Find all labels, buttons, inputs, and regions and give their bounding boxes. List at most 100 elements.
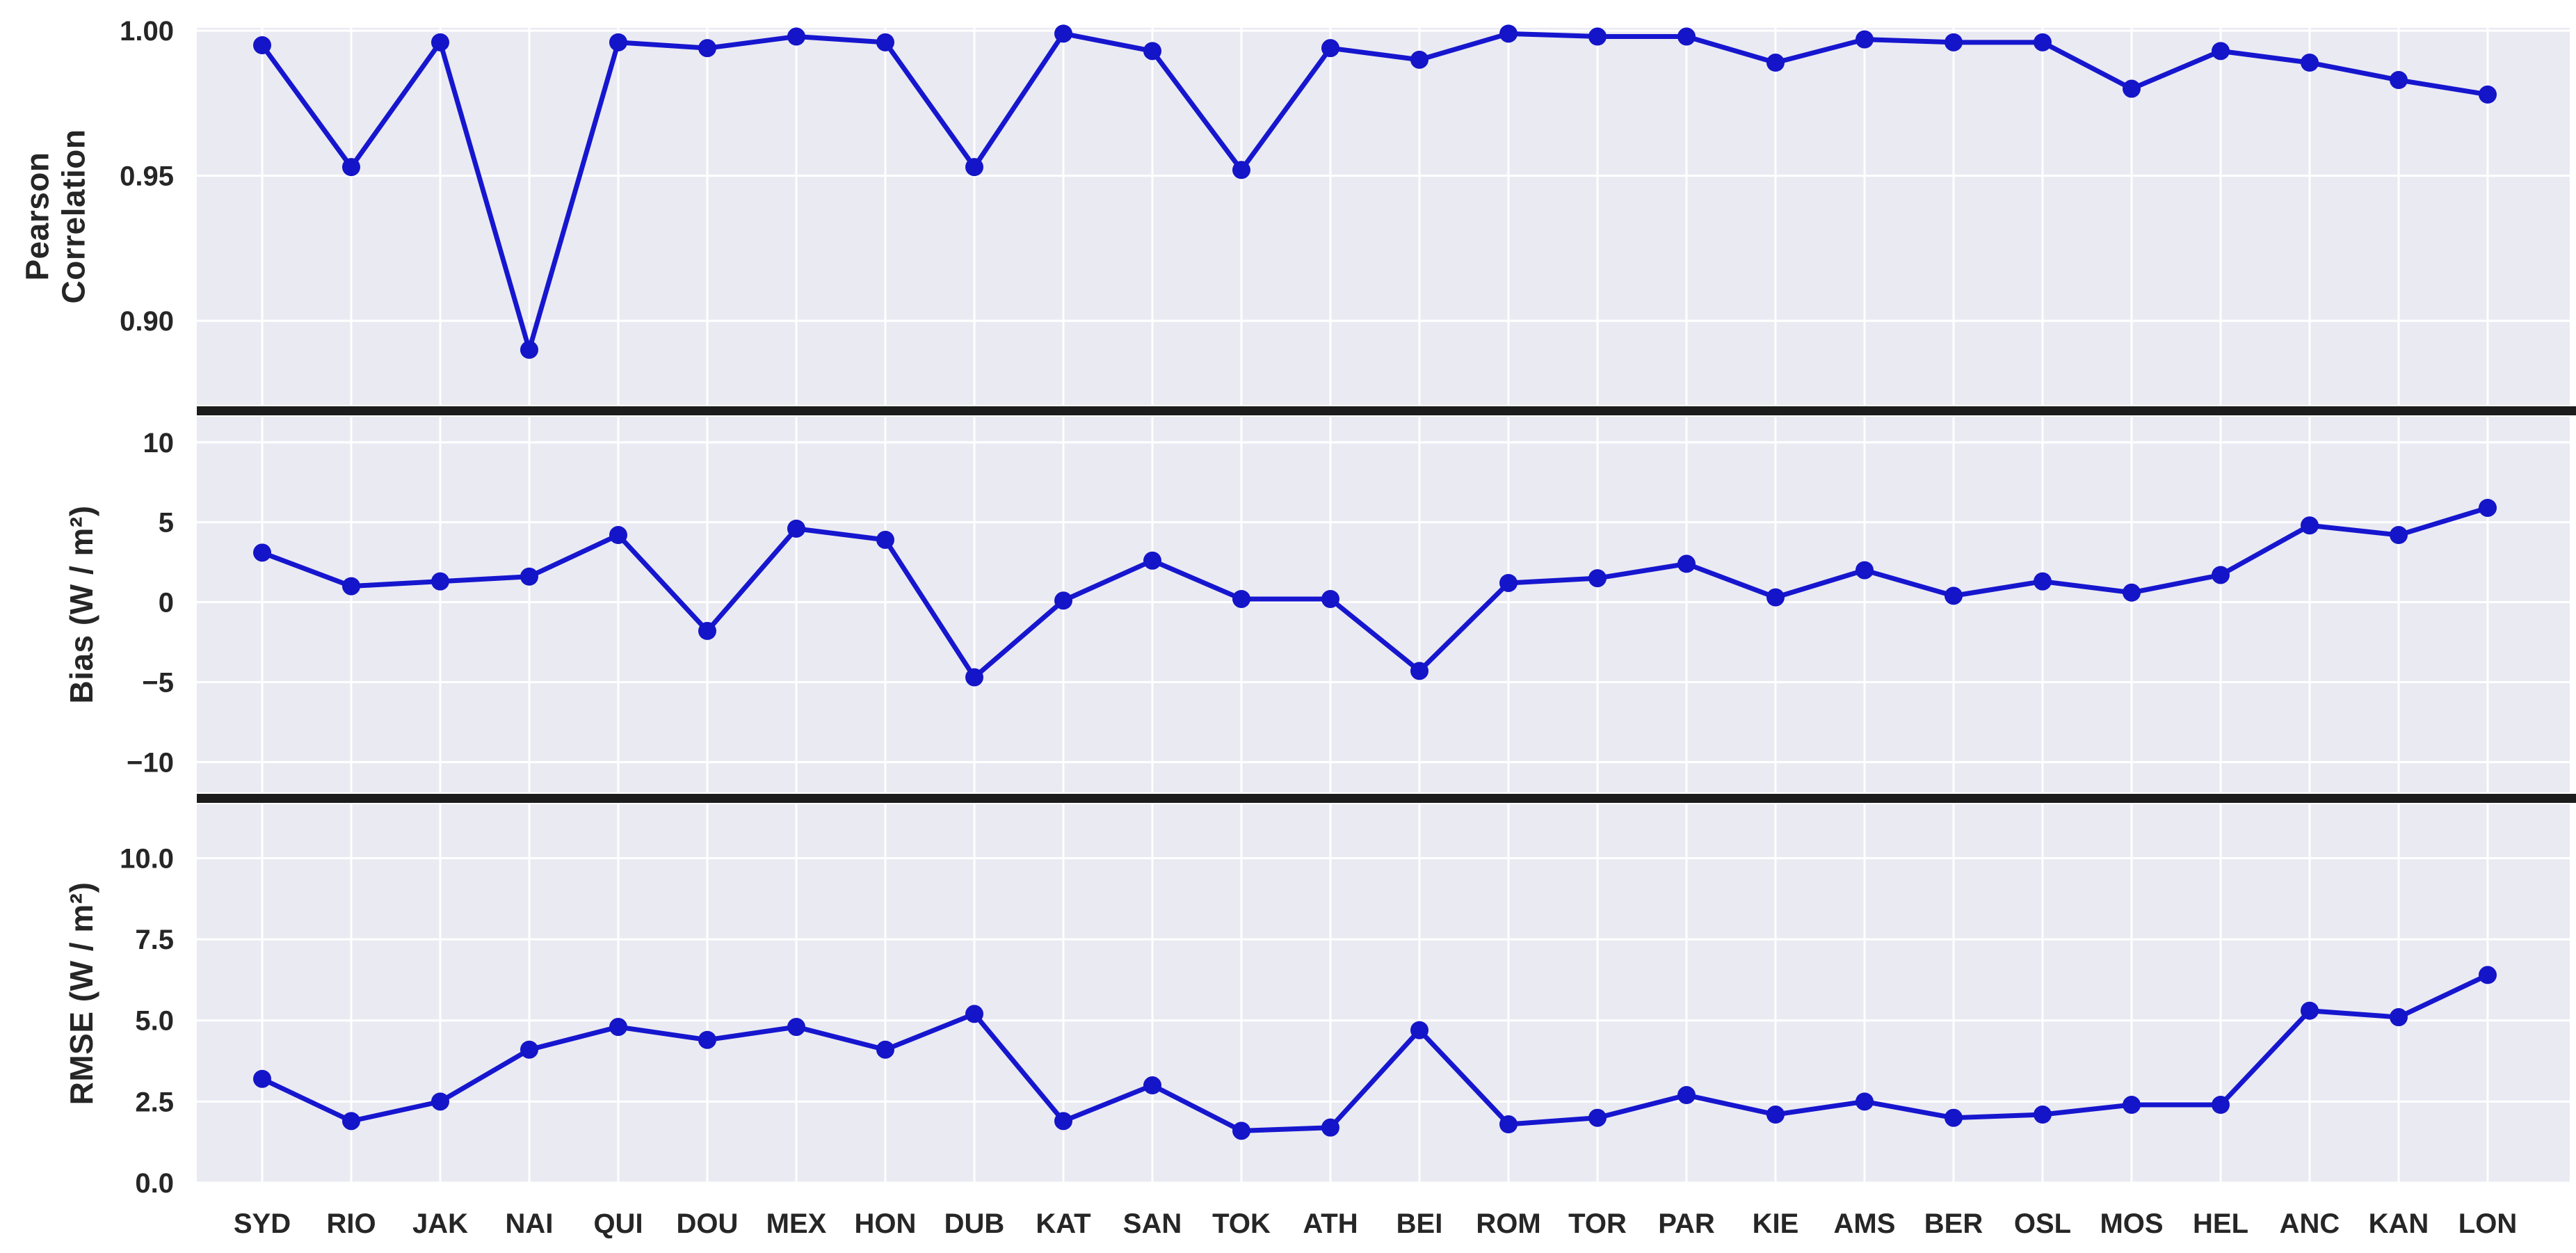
pearson-point-JAK bbox=[431, 33, 449, 51]
bias-point-NAI bbox=[520, 567, 538, 586]
rmse-point-LON bbox=[2479, 966, 2497, 984]
pearson-point-DUB bbox=[965, 158, 983, 177]
y-tick-label-bias: −10 bbox=[127, 747, 174, 778]
x-tick-label-LON: LON bbox=[2458, 1208, 2517, 1239]
bias-point-PAR bbox=[1677, 554, 1696, 573]
rmse-point-AMS bbox=[1855, 1092, 1874, 1111]
y-tick-label-rmse: 2.5 bbox=[135, 1087, 174, 1117]
x-tick-label-SYD: SYD bbox=[234, 1208, 291, 1239]
x-tick-label-DOU: DOU bbox=[677, 1208, 739, 1239]
pearson-point-BEI bbox=[1410, 50, 1428, 69]
pearson-point-NAI bbox=[520, 340, 538, 359]
x-tick-label-ANC: ANC bbox=[2280, 1208, 2340, 1239]
bias-point-HEL bbox=[2212, 566, 2230, 584]
pearson-point-OSL bbox=[2034, 33, 2052, 51]
bias-point-OSL bbox=[2034, 572, 2052, 591]
bias-point-HON bbox=[876, 530, 894, 549]
pearson-point-MOS bbox=[2123, 79, 2141, 98]
pearson-point-TOK bbox=[1232, 161, 1250, 179]
pearson-point-ATH bbox=[1321, 39, 1339, 58]
x-tick-label-PAR: PAR bbox=[1658, 1208, 1715, 1239]
bias-point-TOR bbox=[1588, 569, 1607, 588]
bias-point-MEX bbox=[787, 519, 805, 538]
bias-point-DOU bbox=[698, 621, 716, 640]
pearson-point-RIO bbox=[342, 158, 360, 177]
y-tick-label-bias: −5 bbox=[142, 667, 174, 698]
x-tick-label-ROM: ROM bbox=[1476, 1208, 1540, 1239]
bias-point-QUI bbox=[609, 526, 627, 545]
bias-point-SYD bbox=[253, 543, 271, 562]
bias-point-AMS bbox=[1855, 561, 1874, 580]
rmse-point-KIE bbox=[1766, 1106, 1785, 1124]
rmse-point-TOR bbox=[1588, 1108, 1607, 1127]
pearson-point-MEX bbox=[787, 27, 805, 46]
rmse-point-MOS bbox=[2123, 1096, 2141, 1115]
y-axis-label-rmse: RMSE (W / m²) bbox=[63, 881, 100, 1106]
bias-point-KIE bbox=[1766, 588, 1785, 607]
rmse-point-TOK bbox=[1232, 1122, 1250, 1140]
y-tick-label-rmse: 10.0 bbox=[120, 843, 174, 874]
y-tick-label-rmse: 5.0 bbox=[135, 1006, 174, 1037]
rmse-point-BER bbox=[1945, 1108, 1963, 1127]
bias-point-LON bbox=[2479, 498, 2497, 517]
rmse-point-NAI bbox=[520, 1040, 538, 1059]
x-tick-label-KIE: KIE bbox=[1753, 1208, 1799, 1239]
pearson-point-HEL bbox=[2212, 42, 2230, 61]
x-tick-label-QUI: QUI bbox=[593, 1208, 643, 1239]
y-tick-label-rmse: 7.5 bbox=[135, 925, 174, 955]
bias-point-ATH bbox=[1321, 589, 1339, 608]
y-tick-label-pearson: 0.90 bbox=[120, 306, 174, 337]
x-tick-label-OSL: OSL bbox=[2014, 1208, 2071, 1239]
x-tick-label-ATH: ATH bbox=[1303, 1208, 1358, 1239]
x-tick-label-TOK: TOK bbox=[1212, 1208, 1271, 1239]
pearson-point-HON bbox=[876, 33, 894, 51]
bias-point-ANC bbox=[2301, 516, 2319, 535]
y-axis-label-bias: Bias (W / m²) bbox=[63, 505, 100, 704]
rmse-point-MEX bbox=[787, 1018, 805, 1037]
rmse-point-OSL bbox=[2034, 1106, 2052, 1124]
x-tick-label-MEX: MEX bbox=[766, 1208, 827, 1239]
bias-point-BER bbox=[1945, 586, 1963, 605]
x-tick-label-KAT: KAT bbox=[1036, 1208, 1090, 1239]
pearson-point-QUI bbox=[609, 33, 627, 51]
y-tick-label-pearson: 1.00 bbox=[120, 16, 174, 47]
pearson-point-ROM bbox=[1499, 24, 1518, 43]
rmse-point-KAT bbox=[1054, 1112, 1072, 1131]
y-tick-label-bias: 0 bbox=[159, 588, 174, 618]
pearson-point-LON bbox=[2479, 85, 2497, 104]
x-tick-label-AMS: AMS bbox=[1834, 1208, 1896, 1239]
bias-point-DUB bbox=[965, 668, 983, 687]
y-tick-label-rmse: 0.0 bbox=[135, 1168, 174, 1199]
pearson-point-DOU bbox=[698, 39, 716, 58]
pearson-point-KIE bbox=[1766, 54, 1785, 72]
rmse-point-PAR bbox=[1677, 1086, 1696, 1105]
pearson-point-SYD bbox=[253, 36, 271, 55]
rmse-point-DUB bbox=[965, 1005, 983, 1023]
pearson-point-PAR bbox=[1677, 27, 1696, 46]
rmse-point-ANC bbox=[2301, 1001, 2319, 1020]
x-tick-label-HON: HON bbox=[855, 1208, 917, 1239]
rmse-point-SYD bbox=[253, 1069, 271, 1088]
pearson-point-AMS bbox=[1855, 30, 1874, 49]
y-tick-label-bias: 5 bbox=[159, 508, 174, 538]
rmse-point-HON bbox=[876, 1040, 894, 1059]
y-tick-label-pearson: 0.95 bbox=[120, 161, 174, 192]
x-tick-label-HEL: HEL bbox=[2193, 1208, 2248, 1239]
bias-point-TOK bbox=[1232, 589, 1250, 608]
rmse-point-KAN bbox=[2390, 1008, 2408, 1027]
x-tick-label-BER: BER bbox=[1924, 1208, 1983, 1239]
y-axis-label-pearson: Pearson Correlation bbox=[19, 129, 91, 304]
rmse-line bbox=[259, 972, 2490, 1133]
bias-point-KAT bbox=[1054, 591, 1072, 610]
rmse-point-RIO bbox=[342, 1112, 360, 1131]
x-tick-label-SAN: SAN bbox=[1123, 1208, 1182, 1239]
x-tick-label-NAI: NAI bbox=[506, 1208, 554, 1239]
pearson-point-BER bbox=[1945, 33, 1963, 51]
rmse-point-JAK bbox=[431, 1092, 449, 1111]
x-tick-label-MOS: MOS bbox=[2100, 1208, 2163, 1239]
rmse-point-QUI bbox=[609, 1018, 627, 1037]
x-tick-label-KAN: KAN bbox=[2369, 1208, 2429, 1239]
panel-separator bbox=[197, 794, 2576, 803]
x-tick-label-RIO: RIO bbox=[326, 1208, 376, 1239]
pearson-point-ANC bbox=[2301, 54, 2319, 72]
